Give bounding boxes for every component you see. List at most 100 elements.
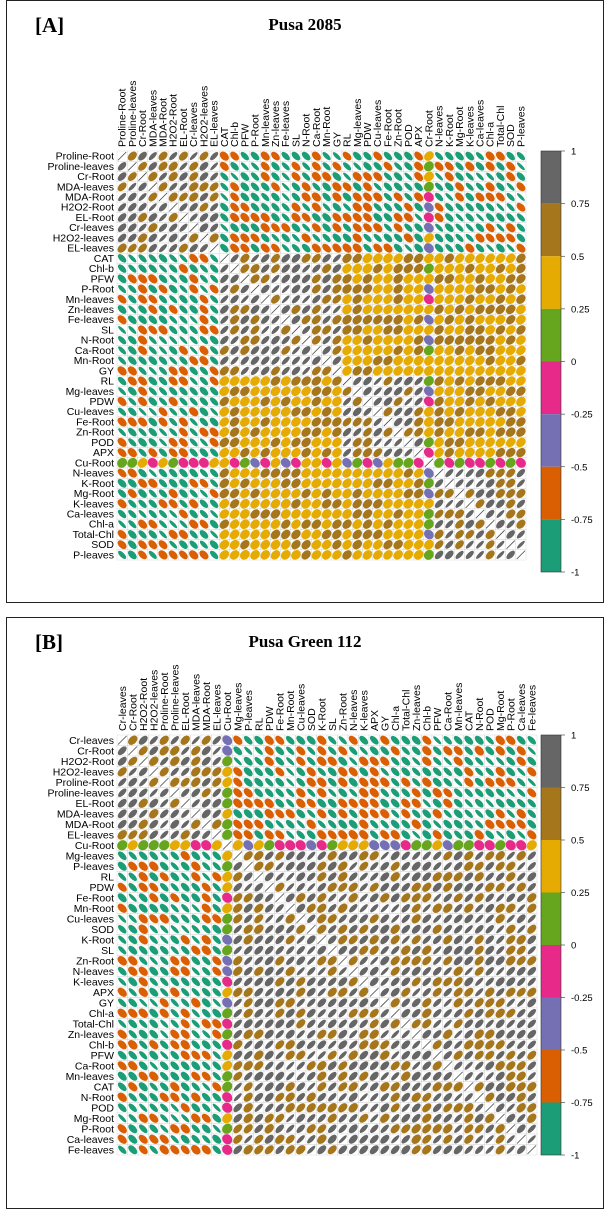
correlation-ellipse [199, 366, 209, 376]
correlation-ellipse [322, 346, 331, 355]
correlation-ellipse [332, 305, 341, 314]
correlation-ellipse [432, 777, 442, 787]
correlation-ellipse [280, 550, 291, 560]
row-label: H2O2-leaves [53, 766, 114, 778]
correlation-ellipse [312, 213, 321, 222]
correlation-ellipse [243, 777, 253, 787]
correlation-ellipse [179, 397, 188, 406]
correlation-ellipse [240, 478, 250, 489]
correlation-ellipse [464, 735, 474, 745]
correlation-ellipse [383, 172, 393, 181]
correlation-ellipse [322, 152, 331, 161]
correlation-ellipse [189, 152, 198, 161]
correlation-ellipse [485, 223, 495, 233]
correlation-ellipse [496, 243, 505, 253]
correlation-ellipse [219, 396, 230, 407]
correlation-ellipse [403, 550, 414, 560]
correlation-ellipse [158, 468, 168, 478]
correlation-ellipse [138, 325, 148, 335]
correlation-ellipse [222, 766, 233, 777]
correlation-ellipse [342, 253, 352, 264]
correlation-ellipse [485, 366, 496, 376]
correlation-ellipse [342, 397, 352, 406]
correlation-ellipse [250, 212, 260, 222]
correlation-ellipse [199, 182, 209, 192]
correlation-ellipse [516, 479, 525, 488]
correlation-ellipse [189, 377, 198, 386]
correlation-ellipse [117, 182, 127, 192]
correlation-ellipse [352, 202, 362, 212]
correlation-ellipse [178, 417, 188, 427]
correlation-ellipse [281, 529, 291, 540]
correlation-ellipse [291, 447, 301, 458]
correlation-ellipse [413, 457, 424, 468]
correlation-ellipse [495, 417, 506, 427]
correlation-ellipse [296, 809, 306, 819]
column-label: Ca-leaves [516, 684, 528, 731]
correlation-ellipse [243, 735, 253, 745]
correlation-ellipse [233, 788, 243, 798]
correlation-ellipse [338, 746, 348, 756]
correlation-ellipse [455, 223, 464, 232]
correlation-ellipse [495, 365, 506, 376]
correlation-ellipse [383, 304, 393, 315]
correlation-ellipse [291, 264, 301, 273]
correlation-ellipse [434, 304, 444, 315]
correlation-ellipse [444, 457, 455, 468]
correlation-ellipse [384, 438, 392, 447]
correlation-ellipse [454, 457, 465, 468]
correlation-ellipse [159, 336, 168, 345]
correlation-ellipse [404, 417, 413, 427]
correlation-ellipse [475, 499, 485, 509]
correlation-ellipse [230, 223, 239, 233]
correlation-ellipse [209, 397, 219, 406]
correlation-ellipse [328, 736, 337, 745]
column-label: CAT [463, 710, 475, 731]
correlation-ellipse [485, 213, 495, 222]
correlation-ellipse [250, 264, 260, 274]
correlation-ellipse [301, 151, 311, 161]
column-label: Fe-Root [274, 693, 286, 731]
correlation-ellipse [414, 233, 424, 243]
diagonal-mark [373, 407, 383, 417]
correlation-ellipse [138, 798, 148, 808]
diagonal-mark [424, 458, 434, 468]
correlation-ellipse [169, 264, 178, 273]
correlation-ellipse [362, 294, 373, 305]
correlation-ellipse [516, 345, 526, 356]
correlation-ellipse [148, 274, 158, 284]
diagonal-mark [281, 315, 291, 325]
correlation-ellipse [506, 509, 516, 519]
correlation-ellipse [495, 798, 505, 808]
correlation-ellipse [465, 161, 475, 171]
correlation-ellipse [516, 468, 526, 478]
correlation-ellipse [117, 213, 127, 222]
correlation-ellipse [412, 767, 421, 776]
correlation-ellipse [128, 530, 137, 539]
correlation-ellipse [352, 253, 362, 264]
correlation-ellipse [158, 489, 168, 498]
correlation-ellipse [179, 520, 188, 529]
correlation-ellipse [180, 777, 190, 787]
row-label: MDA-Root [65, 192, 114, 204]
correlation-ellipse [158, 356, 168, 365]
correlation-ellipse [495, 746, 505, 756]
column-label: RL [342, 133, 354, 147]
correlation-ellipse [383, 151, 393, 161]
row-label: H2O2-leaves [53, 232, 114, 244]
correlation-ellipse [506, 182, 515, 191]
correlation-ellipse [464, 253, 475, 264]
correlation-ellipse [127, 417, 137, 427]
correlation-ellipse [168, 529, 178, 539]
correlation-ellipse [159, 213, 167, 222]
correlation-ellipse [475, 152, 485, 161]
correlation-ellipse [465, 182, 474, 191]
correlation-ellipse [229, 437, 240, 448]
correlation-ellipse [281, 244, 290, 253]
correlation-ellipse [465, 427, 475, 437]
correlation-ellipse [250, 325, 260, 335]
correlation-ellipse [485, 788, 495, 798]
correlation-ellipse [506, 520, 515, 529]
correlation-ellipse [495, 253, 506, 264]
correlation-ellipse [128, 295, 137, 304]
